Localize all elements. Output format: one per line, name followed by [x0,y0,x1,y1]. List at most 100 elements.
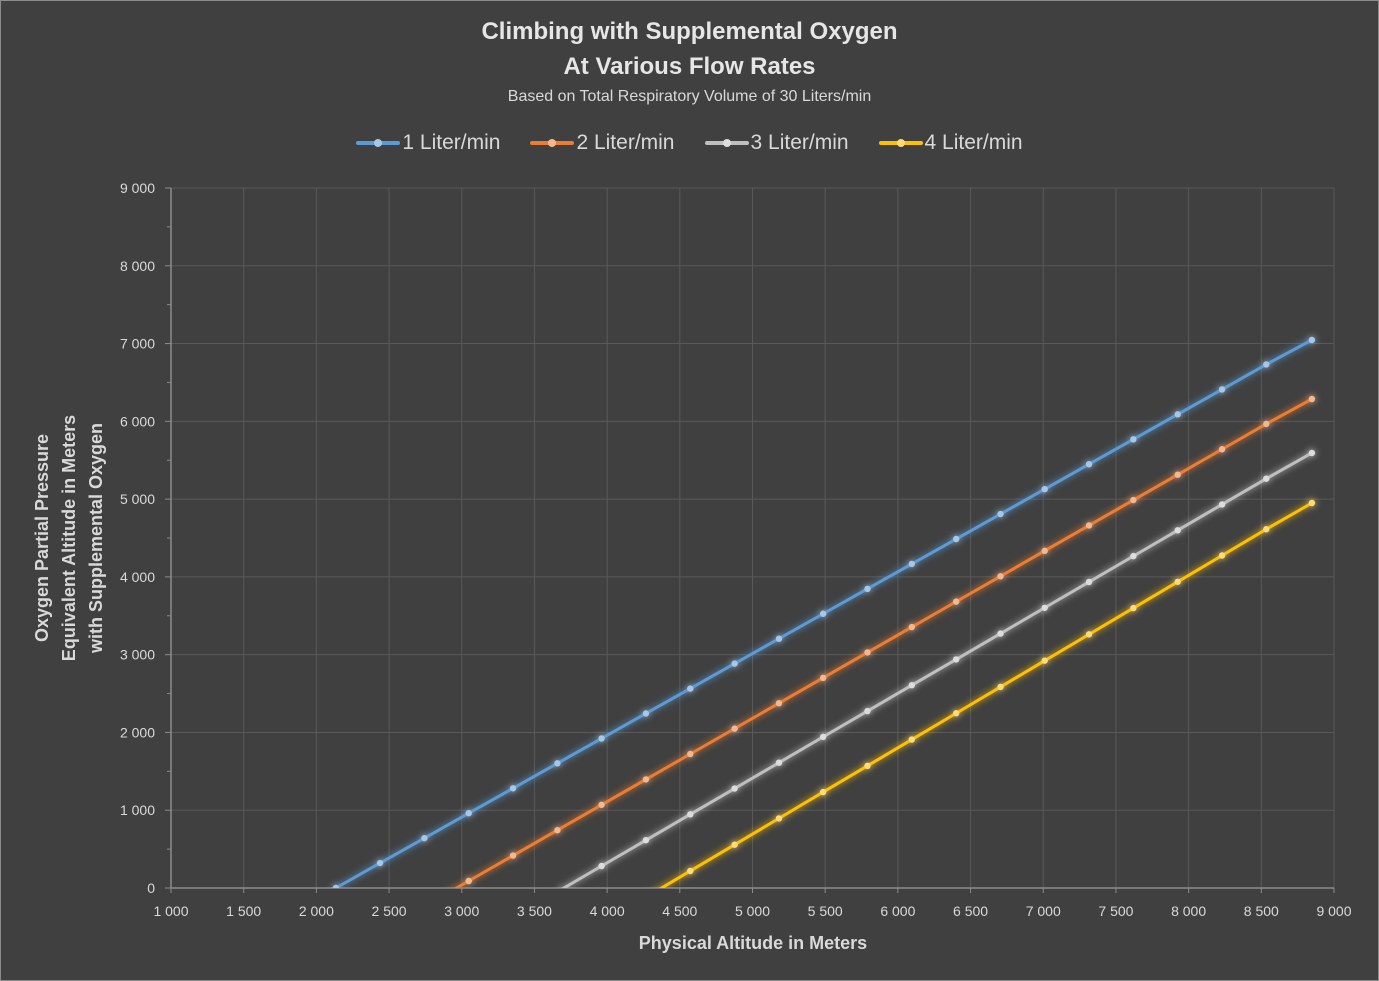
data-point [1085,522,1093,529]
axes [165,187,1335,893]
data-point [997,630,1004,637]
data-point [864,585,871,593]
x-tick-label: 4 000 [590,903,625,919]
x-tick-label: 3 500 [517,903,552,919]
y-axis-title: Oxygen Partial Pressure Equivalent Altitu… [32,415,106,661]
data-point [775,700,783,707]
legend-item: 3 Liter/min [704,131,849,155]
data-point [775,815,783,822]
series-group [332,336,1316,888]
y-tick-label: 6 000 [120,413,155,429]
data-point [687,685,694,692]
data-point [952,535,960,543]
data-point [465,877,472,885]
legend-dot-icon [548,139,557,147]
data-point [598,735,605,742]
data-point [819,788,827,796]
gridlines [171,187,1335,888]
data-point [997,573,1004,580]
data-point [819,674,827,682]
data-point [775,635,783,642]
data-point [1041,485,1048,493]
legend-label: 1 Liter/min [402,131,501,154]
data-point [908,682,916,689]
data-point [1130,496,1137,504]
x-tick-label: 8 500 [1244,903,1279,919]
data-point [687,811,694,818]
data-point [731,725,738,732]
data-point [1308,395,1316,403]
x-axis-title: Physical Altitude in Meters [639,933,867,953]
data-point [687,867,694,875]
data-point [997,683,1004,691]
legend-dot-icon [722,139,731,147]
legend-item: 4 Liter/min [878,131,1023,155]
legend-line-marker-icon [530,139,575,147]
data-point [864,707,871,715]
data-point [642,836,650,844]
data-point [509,785,517,792]
data-point [421,834,428,842]
data-point [1041,604,1048,611]
legend-label: 4 Liter/min [924,131,1023,154]
x-tick-label: 6 500 [953,903,988,919]
series-1 [332,336,1316,888]
data-point [642,710,650,717]
series-4 [658,499,1316,888]
series-3 [560,449,1316,888]
data-point [1308,336,1316,344]
data-point [509,852,517,859]
data-point [908,560,916,568]
x-tick-label: 7 000 [1026,903,1061,919]
data-point [1218,552,1226,559]
data-point [687,750,694,758]
data-point [731,660,738,667]
data-point [908,623,916,631]
data-point [819,733,827,741]
x-tick-label: 2 500 [372,903,407,919]
x-tick-label: 7 500 [1098,903,1133,919]
y-tick-label: 7 000 [120,336,155,352]
legend-dot-icon [896,139,905,147]
data-point [819,610,827,617]
x-tick-label: 4 500 [662,903,697,919]
data-point [642,776,650,783]
x-tick-label: 8 000 [1171,903,1206,919]
data-point [1130,552,1137,560]
x-tick-label: 1 500 [226,903,261,919]
data-point [952,598,960,605]
data-point [1263,361,1270,368]
tick-labels: 1 000 1 500 2 000 2 500 3 000 3 500 4 000 4 500… [120,180,1352,919]
series-line [560,451,1313,888]
data-point [554,827,561,834]
data-point [1041,547,1048,555]
legend-line-marker-icon [878,139,923,147]
chart-title: Climbing with Supplemental Oxygen [481,18,898,45]
data-point [376,859,384,867]
data-point [1085,631,1093,638]
data-point [908,736,916,743]
data-point [598,862,605,870]
legend-label: 3 Liter/min [750,131,849,154]
data-point [1085,460,1093,468]
data-point [775,759,783,766]
x-tick-label: 5 000 [735,903,770,919]
data-point [731,785,738,792]
data-point [1263,526,1270,533]
y-axis-title-line: Equivalent Altitude in Meters [59,415,79,661]
data-point [1041,657,1048,664]
data-point [864,762,871,770]
y-tick-label: 4 000 [120,569,155,585]
data-point [731,841,738,848]
x-tick-label: 9 000 [1316,903,1351,919]
data-point [1218,386,1226,393]
data-point [1218,446,1226,453]
legend-item: 2 Liter/min [530,131,675,155]
legend-line-marker-icon [704,139,749,147]
legend-dot-icon [374,139,383,147]
data-point [1085,578,1093,586]
series-line [658,501,1313,888]
data-point [1174,527,1181,534]
y-tick-label: 2 000 [120,724,155,740]
